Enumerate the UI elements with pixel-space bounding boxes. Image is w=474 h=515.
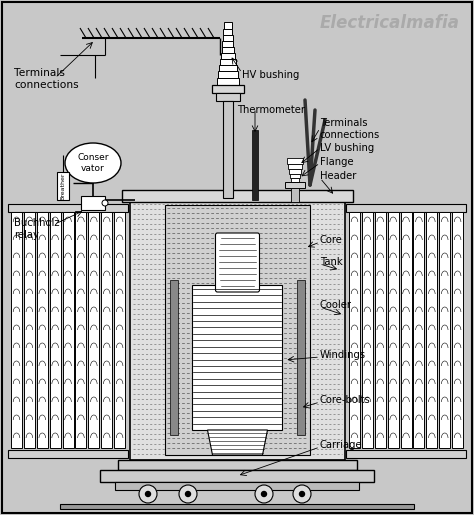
Circle shape bbox=[139, 485, 157, 503]
Bar bbox=[60, 504, 414, 509]
Bar bbox=[426, 212, 438, 448]
Bar bbox=[439, 212, 450, 448]
Text: Header: Header bbox=[320, 171, 356, 181]
Bar bbox=[346, 204, 466, 212]
Bar bbox=[192, 285, 283, 430]
Circle shape bbox=[146, 491, 151, 496]
Bar bbox=[170, 280, 178, 435]
Circle shape bbox=[185, 491, 191, 496]
Ellipse shape bbox=[65, 143, 121, 183]
Bar bbox=[388, 212, 399, 448]
Bar bbox=[8, 450, 128, 458]
Circle shape bbox=[293, 485, 311, 503]
Bar bbox=[288, 164, 302, 169]
Bar bbox=[75, 212, 86, 448]
Text: Core: Core bbox=[320, 235, 343, 245]
Bar bbox=[375, 212, 386, 448]
Text: Core-bolts: Core-bolts bbox=[320, 395, 371, 405]
Bar bbox=[413, 212, 424, 448]
Bar bbox=[212, 85, 244, 93]
Bar bbox=[11, 212, 22, 448]
Text: Cooler: Cooler bbox=[320, 300, 352, 310]
Circle shape bbox=[300, 491, 304, 496]
Bar bbox=[114, 212, 125, 448]
Bar bbox=[222, 41, 234, 47]
Text: Breather: Breather bbox=[61, 172, 65, 200]
Bar bbox=[115, 482, 359, 490]
Bar bbox=[223, 101, 233, 198]
Text: Electricalmafia: Electricalmafia bbox=[320, 14, 460, 32]
Circle shape bbox=[179, 485, 197, 503]
Bar bbox=[81, 196, 105, 210]
Bar bbox=[224, 29, 233, 35]
Text: Flange: Flange bbox=[320, 157, 354, 167]
Bar bbox=[101, 212, 112, 448]
Bar bbox=[165, 205, 310, 455]
Bar bbox=[222, 47, 234, 53]
Bar bbox=[88, 212, 100, 448]
Bar bbox=[50, 212, 61, 448]
Bar bbox=[24, 212, 35, 448]
Bar bbox=[8, 204, 128, 212]
Bar bbox=[221, 53, 235, 59]
Text: LV bushing: LV bushing bbox=[320, 143, 374, 153]
Bar bbox=[100, 470, 374, 482]
Text: HV bushing: HV bushing bbox=[242, 70, 300, 80]
Bar bbox=[452, 212, 463, 448]
Bar bbox=[118, 460, 357, 470]
Bar bbox=[217, 78, 239, 85]
Bar bbox=[346, 450, 466, 458]
Bar bbox=[63, 212, 73, 448]
Bar bbox=[122, 190, 353, 202]
Text: Buchholz
relay: Buchholz relay bbox=[14, 218, 60, 239]
Text: Terminals
connections: Terminals connections bbox=[14, 68, 79, 90]
Bar bbox=[218, 71, 238, 78]
Bar bbox=[252, 130, 258, 200]
Bar bbox=[291, 178, 299, 182]
Bar bbox=[287, 158, 303, 164]
Bar bbox=[37, 212, 48, 448]
Bar bbox=[290, 174, 300, 178]
Bar bbox=[130, 196, 345, 460]
Text: Tank: Tank bbox=[320, 257, 343, 267]
Text: Thermometer: Thermometer bbox=[237, 105, 305, 115]
Text: Terminals
connections: Terminals connections bbox=[320, 118, 380, 140]
Bar bbox=[289, 169, 301, 174]
Text: Conser
vator: Conser vator bbox=[77, 153, 109, 173]
Circle shape bbox=[102, 200, 108, 206]
Bar bbox=[224, 22, 232, 29]
Text: Windings: Windings bbox=[320, 350, 366, 360]
Bar bbox=[220, 59, 236, 65]
Polygon shape bbox=[208, 430, 267, 455]
Bar bbox=[401, 212, 411, 448]
Circle shape bbox=[255, 485, 273, 503]
Bar bbox=[362, 212, 373, 448]
Bar bbox=[219, 65, 237, 71]
Bar bbox=[223, 35, 233, 41]
Bar bbox=[216, 93, 240, 101]
Bar bbox=[57, 172, 69, 200]
Bar bbox=[349, 212, 360, 448]
Bar bbox=[285, 182, 305, 188]
Circle shape bbox=[262, 491, 266, 496]
Bar bbox=[291, 188, 299, 202]
Bar bbox=[297, 280, 305, 435]
Text: Carriage: Carriage bbox=[320, 440, 363, 450]
FancyBboxPatch shape bbox=[216, 233, 259, 292]
